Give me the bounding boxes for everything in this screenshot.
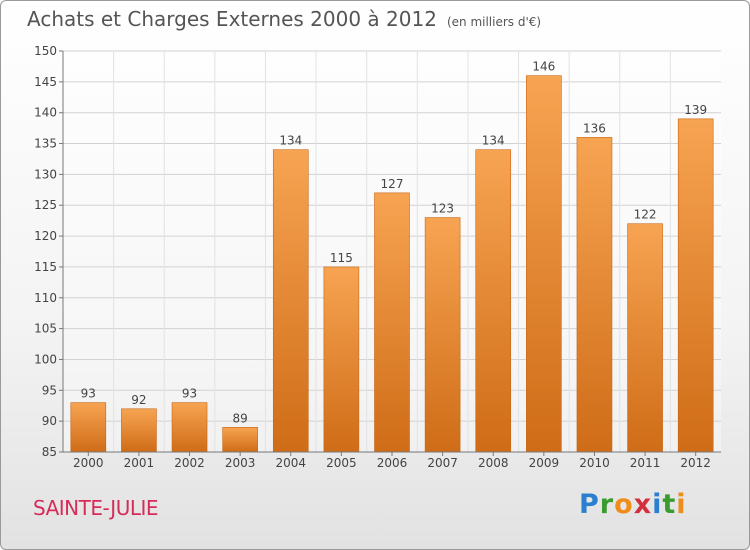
data-label: 115 (330, 251, 353, 265)
data-label: 122 (634, 208, 657, 222)
x-tick-label: 2010 (579, 456, 610, 470)
data-label: 134 (482, 134, 505, 148)
x-tick-label: 2006 (377, 456, 408, 470)
logo-letter: x (633, 489, 653, 520)
x-tick-label: 2000 (73, 456, 104, 470)
bar (70, 402, 107, 453)
y-tick-label: 125 (34, 198, 57, 212)
y-tick-label: 140 (34, 106, 57, 120)
x-tick-label: 2001 (124, 456, 155, 470)
data-label: 134 (279, 134, 302, 148)
data-label: 146 (532, 60, 555, 74)
x-tick-label: 2003 (225, 456, 256, 470)
bar (627, 223, 663, 453)
y-tick-label: 120 (34, 229, 57, 243)
data-label: 139 (684, 103, 707, 117)
logo-letter: i (676, 489, 687, 520)
y-tick-label: 90 (42, 414, 57, 428)
bar (526, 75, 562, 453)
data-label: 127 (381, 177, 404, 191)
logo-letter: P (579, 489, 600, 520)
y-tick-label: 135 (34, 137, 57, 151)
x-tick-label: 2002 (174, 456, 205, 470)
bar (171, 402, 208, 453)
bar (424, 217, 461, 453)
y-tick-label: 105 (34, 322, 57, 336)
x-tick-label: 2008 (478, 456, 509, 470)
bar (677, 118, 714, 453)
data-label: 89 (233, 411, 248, 425)
chart-title-text: Achats et Charges Externes 2000 à 2012 (27, 7, 437, 31)
logo-letter: i (652, 489, 663, 520)
y-tick-label: 130 (34, 167, 57, 181)
bar (121, 408, 157, 453)
data-label: 123 (431, 202, 454, 216)
x-tick-label: 2012 (680, 456, 711, 470)
data-label: 93 (182, 387, 197, 401)
x-tick-label: 2009 (529, 456, 560, 470)
bar (475, 149, 512, 453)
location-name: SAINTE-JULIE (33, 496, 159, 520)
y-tick-label: 95 (42, 383, 57, 397)
x-tick-label: 2004 (275, 456, 306, 470)
y-tick-label: 145 (34, 75, 57, 89)
bar (576, 137, 613, 453)
y-tick-label: 110 (34, 291, 57, 305)
data-label: 136 (583, 121, 606, 135)
y-tick-label: 150 (34, 44, 57, 58)
logo-letter: o (614, 489, 634, 520)
bar (323, 266, 360, 453)
axis-layer: 85 90 95 100 105 110 115 120 125 130 135 140 145 150 2… (34, 44, 721, 470)
bar-layer (70, 75, 714, 453)
x-tick-label: 2011 (630, 456, 661, 470)
y-tick-label: 100 (34, 352, 57, 366)
chart-title: Achats et Charges Externes 2000 à 2012 (e… (27, 7, 541, 31)
logo-letter: t (662, 489, 677, 520)
x-tick-label: 2007 (427, 456, 458, 470)
bar (374, 192, 410, 453)
logo-letter: r (599, 489, 615, 520)
y-tick-label: 115 (34, 260, 57, 274)
bar (222, 427, 258, 453)
data-label: 92 (131, 393, 146, 407)
chart-unit: (en milliers d'€) (446, 15, 542, 29)
data-label: 93 (81, 387, 96, 401)
label-layer: 93 92 93 89 134 115 127 123 134 146 136 122 139 (81, 60, 707, 426)
x-tick-label: 2005 (326, 456, 357, 470)
y-tick-label: 85 (42, 445, 57, 459)
proxiti-logo: Proxiti (579, 489, 687, 520)
bar (272, 149, 309, 453)
